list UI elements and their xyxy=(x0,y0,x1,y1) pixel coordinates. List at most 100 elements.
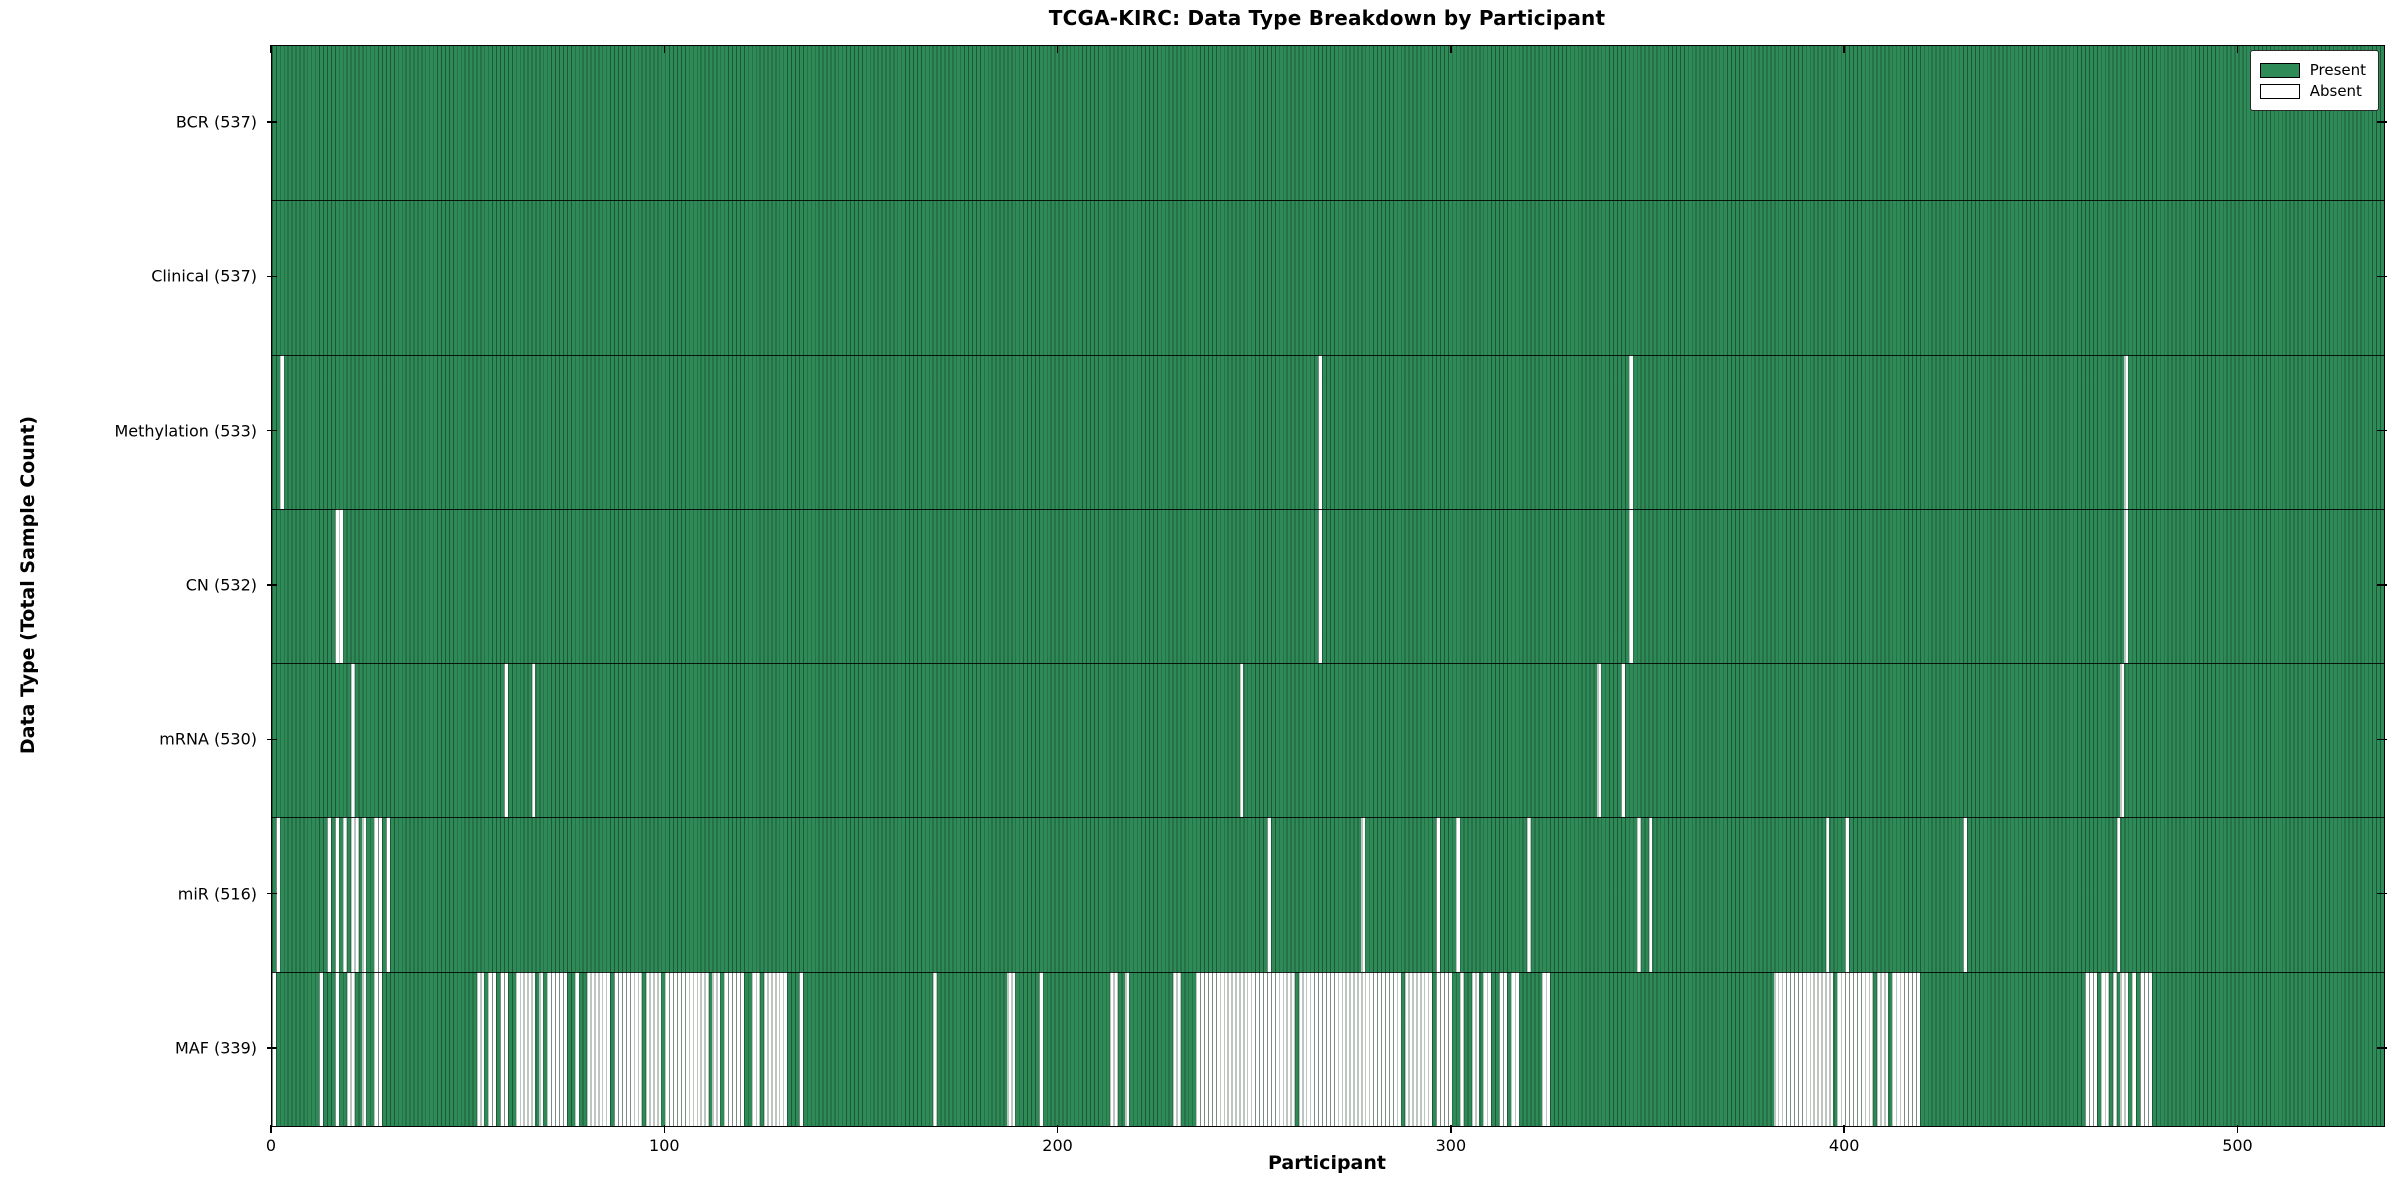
row-divider xyxy=(272,508,2384,510)
y-tick-mark xyxy=(267,1047,277,1049)
absent-segment xyxy=(1876,971,1889,1126)
absent-segment xyxy=(2140,971,2152,1126)
x-tick-mark xyxy=(1450,1125,1452,1133)
absent-segment xyxy=(2085,971,2097,1126)
absent-segment xyxy=(1318,354,1323,509)
heatmap-row-Methylation xyxy=(272,354,2384,509)
y-tick-label-CN: CN (532) xyxy=(185,575,257,595)
x-tick-mark xyxy=(1843,1125,1845,1133)
y-tick-label-mRNA: mRNA (530) xyxy=(159,729,257,749)
absent-segment xyxy=(763,971,788,1126)
absent-segment xyxy=(1526,817,1531,972)
row-divider xyxy=(272,663,2384,665)
absent-segment xyxy=(1825,817,1830,972)
absent-segment xyxy=(1436,817,1441,972)
y-tick-mark xyxy=(2377,429,2387,432)
absent-segment xyxy=(1628,508,1633,664)
row-divider xyxy=(272,971,2384,973)
absent-segment xyxy=(2112,971,2117,1126)
absent-segment xyxy=(645,971,662,1126)
heatmap-row-CN xyxy=(272,508,2384,664)
absent-segment xyxy=(1459,971,1464,1126)
absent-segment xyxy=(2124,508,2129,664)
absent-segment xyxy=(1648,817,1653,972)
absent-segment xyxy=(2120,971,2129,1126)
absent-segment xyxy=(932,971,937,1126)
x-tick-mark xyxy=(2236,1125,2239,1133)
absent-segment xyxy=(1436,971,1452,1126)
absent-segment xyxy=(350,663,355,818)
absent-segment xyxy=(1636,817,1641,972)
y-axis-title: Data Type (Total Sample Count) xyxy=(17,415,39,755)
absent-segment xyxy=(279,354,284,509)
x-tick-mark xyxy=(1843,45,1845,53)
absent-segment xyxy=(374,817,383,972)
row-divider xyxy=(272,354,2384,356)
x-tick-label-100: 100 xyxy=(649,1136,680,1155)
absent-segment xyxy=(1109,971,1118,1126)
absent-segment xyxy=(504,663,508,818)
x-tick-mark xyxy=(1450,45,1452,53)
absent-segment xyxy=(1404,971,1433,1126)
absent-segment xyxy=(2120,663,2125,818)
absent-segment xyxy=(724,971,744,1126)
y-tick-mark xyxy=(2377,121,2387,123)
x-tick-label-200: 200 xyxy=(1042,1136,1073,1155)
x-tick-mark xyxy=(663,45,666,53)
absent-segment xyxy=(1499,971,1507,1126)
x-tick-mark xyxy=(2236,45,2239,53)
y-tick-mark xyxy=(2377,1047,2387,1049)
absent-segment xyxy=(272,971,276,1126)
absent-segment xyxy=(334,817,339,972)
absent-segment xyxy=(1196,971,1295,1126)
y-tick-label-miR: miR (516) xyxy=(177,884,257,904)
absent-segment xyxy=(799,971,803,1126)
absent-segment xyxy=(488,971,497,1126)
heatmap-row-BCR xyxy=(272,46,2384,201)
absent-segment xyxy=(539,971,544,1126)
x-tick-mark xyxy=(663,1125,666,1133)
legend-item-absent: Absent xyxy=(2259,82,2366,100)
x-tick-label-400: 400 xyxy=(1828,1136,1860,1155)
absent-segment xyxy=(362,971,367,1126)
legend-label: Absent xyxy=(2309,82,2362,100)
absent-segment xyxy=(614,971,642,1126)
absent-segment xyxy=(515,971,536,1126)
absent-segment xyxy=(1845,817,1850,972)
absent-swatch-icon xyxy=(2259,83,2300,99)
x-axis-title: Participant xyxy=(1267,1152,1386,1174)
absent-segment xyxy=(1471,971,1480,1126)
absent-segment xyxy=(1597,663,1602,818)
legend-label: Present xyxy=(2309,61,2366,79)
y-tick-mark xyxy=(267,892,277,895)
absent-segment xyxy=(1542,971,1551,1126)
absent-segment xyxy=(1267,817,1271,972)
y-tick-label-MAF: MAF (339) xyxy=(174,1038,257,1058)
absent-segment xyxy=(1361,817,1366,972)
legend: Present Absent xyxy=(2249,50,2379,111)
absent-segment xyxy=(1318,508,1323,664)
absent-segment xyxy=(1621,663,1625,818)
absent-segment xyxy=(334,508,343,664)
absent-segment xyxy=(1963,817,1968,972)
x-tick-mark xyxy=(1056,45,1059,53)
y-tick-label-Clinical: Clinical (537) xyxy=(151,266,257,286)
absent-segment xyxy=(342,817,347,972)
absent-segment xyxy=(586,971,611,1126)
x-tick-mark xyxy=(270,45,272,53)
heatmap-row-miR xyxy=(272,817,2384,972)
heatmap-row-Clinical xyxy=(272,200,2384,355)
x-tick-label-500: 500 xyxy=(2222,1136,2253,1155)
chart-title: TCGA-KIRC: Data Type Breakdown by Partic… xyxy=(1048,6,1606,30)
present-swatch-icon xyxy=(2259,62,2300,78)
absent-segment xyxy=(374,971,383,1126)
y-tick-label-BCR: BCR (537) xyxy=(175,112,257,132)
y-tick-mark xyxy=(267,429,277,432)
y-tick-mark xyxy=(2377,275,2387,278)
y-tick-mark xyxy=(267,121,277,123)
absent-segment xyxy=(327,817,331,972)
absent-segment xyxy=(386,817,390,972)
x-tick-label-0: 0 xyxy=(265,1136,277,1155)
absent-segment xyxy=(350,817,359,972)
